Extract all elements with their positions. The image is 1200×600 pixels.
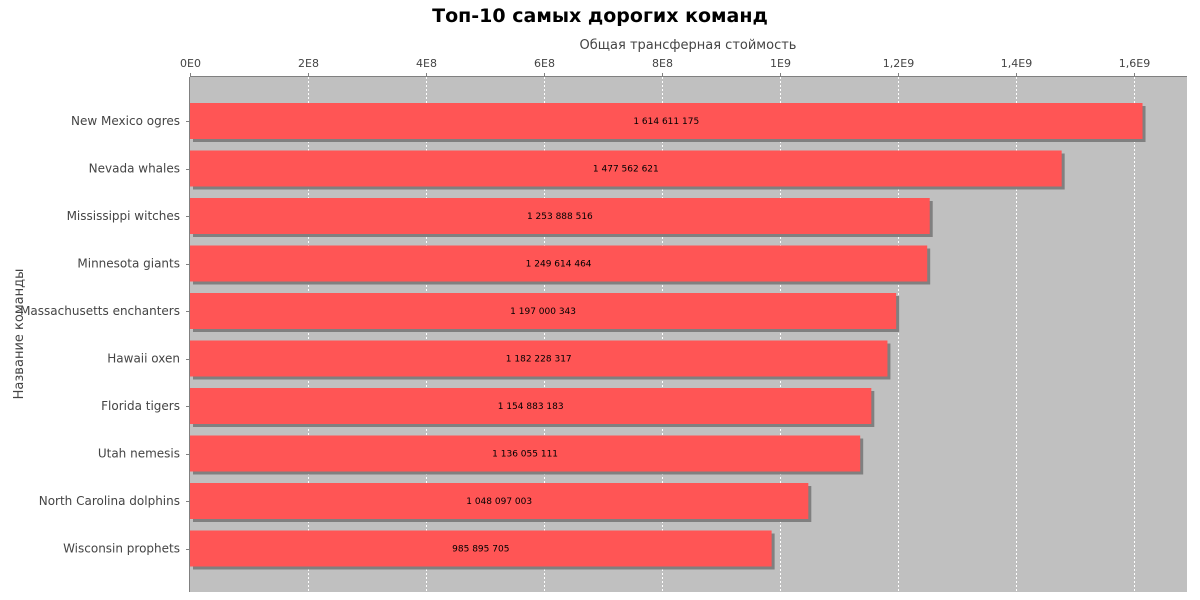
bar-value-label: 1 182 228 317: [506, 355, 572, 365]
y-axis-title: Название команды: [12, 269, 27, 400]
bar-value-label: 1 477 562 621: [593, 165, 659, 175]
bar-value-label: 1 249 614 464: [526, 260, 592, 270]
bar-value-label: 1 048 097 003: [466, 497, 532, 507]
x-tick-label: 1E9: [770, 57, 791, 70]
category-label: Hawaii oxen: [107, 352, 180, 366]
x-tick-label: 1,6E9: [1119, 57, 1150, 70]
chart-title: Топ-10 самых дорогих команд: [432, 5, 768, 27]
x-tick-label: 4E8: [416, 57, 437, 70]
x-axis-title: Общая трансферная стоймость: [580, 38, 797, 53]
bar-value-label: 985 895 705: [452, 545, 509, 555]
category-label: Utah nemesis: [98, 447, 180, 461]
bar: [190, 198, 930, 234]
x-tick-label: 2E8: [298, 57, 319, 70]
bar: [190, 483, 809, 519]
x-axis: 0E0 2E8 4E8 6E8 8E8 1E9 1,2E9 1,4E9 1,6E9: [180, 57, 1187, 592]
x-tick-label: 0E0: [180, 57, 201, 70]
bar: [190, 103, 1143, 139]
bar: [190, 435, 861, 472]
category-label: Mississippi witches: [67, 209, 180, 223]
bars: [190, 103, 1146, 570]
category-label: New Mexico ogres: [71, 114, 180, 128]
category-label: North Carolina dolphins: [39, 494, 180, 508]
bar: [190, 293, 897, 329]
category-label: Minnesota giants: [77, 257, 180, 271]
bar-value-label: 1 614 611 175: [633, 117, 699, 127]
bar-value-label: 1 154 883 183: [498, 402, 564, 412]
x-tick-label: 1,2E9: [883, 57, 914, 70]
bar-value-label: 1 197 000 343: [510, 307, 576, 317]
category-labels: New Mexico ogres Nevada whales Mississippi…: [20, 114, 180, 556]
x-tick-label: 8E8: [652, 57, 673, 70]
bar-value-label: 1 136 055 111: [492, 450, 558, 460]
bar: [190, 150, 1062, 187]
bar-value-label: 1 253 888 516: [527, 212, 593, 222]
category-label: Wisconsin prophets: [63, 542, 180, 556]
bar: [190, 530, 772, 567]
bar: [190, 245, 928, 282]
bar: [190, 388, 872, 424]
bar-value-labels: 1 614 611 175 1 477 562 621 1 253 888 516 1…: [452, 117, 699, 555]
x-tick-label: 1,4E9: [1001, 57, 1032, 70]
x-tick-label: 6E8: [534, 57, 555, 70]
bar: [190, 340, 888, 377]
category-label: Massachusetts enchanters: [20, 304, 180, 318]
category-label: Florida tigers: [101, 399, 180, 413]
category-label: Nevada whales: [89, 162, 180, 176]
